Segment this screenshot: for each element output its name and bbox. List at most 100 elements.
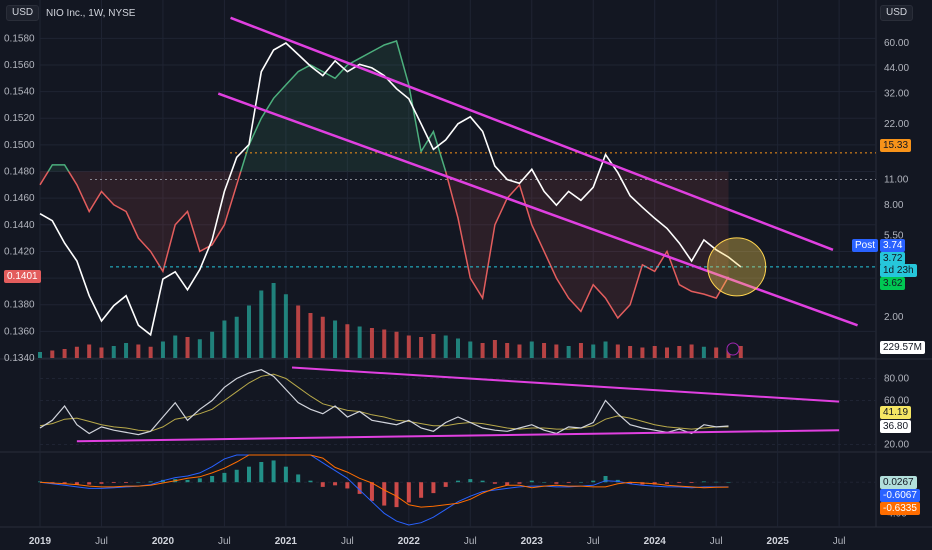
volume-bar xyxy=(62,349,67,358)
macd-histogram-bar xyxy=(542,482,547,483)
right-axis-tick: 22.00 xyxy=(884,119,909,130)
macd-histogram-bar xyxy=(406,482,411,503)
rsi-axis-tick: 80.00 xyxy=(884,374,909,385)
low-tag: 3.62 xyxy=(880,277,906,290)
macd-histogram-bar xyxy=(136,482,141,483)
currency-right-button[interactable]: USD xyxy=(880,5,914,21)
left-axis-tick: 0.1500 xyxy=(4,140,35,151)
rsi-upper-trendline xyxy=(291,366,840,403)
volume-bar xyxy=(247,305,251,358)
volume-bar xyxy=(554,344,559,358)
volume-bar xyxy=(222,320,227,358)
post-label: Post xyxy=(852,239,879,252)
currency-left-button[interactable]: USD xyxy=(6,5,40,21)
time-tick-label: Jul xyxy=(464,536,477,547)
macd-histogram-bar xyxy=(665,482,669,484)
volume-bar xyxy=(689,344,694,358)
macd-histogram-bar xyxy=(38,481,42,483)
macd-histogram-bar xyxy=(333,482,338,486)
volume-bar xyxy=(431,334,436,358)
macd-histogram-bar xyxy=(726,481,731,483)
right-axis-tick: 11.00 xyxy=(884,175,909,186)
volume-bar xyxy=(111,346,116,358)
macd-histogram-bar xyxy=(492,482,497,484)
macd-histogram-bar xyxy=(111,482,116,483)
volume-bar xyxy=(160,341,165,358)
macd-histogram-bar xyxy=(247,466,251,483)
macd-histogram-bar xyxy=(603,476,608,483)
right-axis-tick: 32.00 xyxy=(884,89,909,100)
macd-histogram-bar xyxy=(505,482,510,486)
time-tick-label: Jul xyxy=(710,536,723,547)
volume-bar xyxy=(87,344,92,358)
volume-bar xyxy=(640,347,645,358)
ratio-area-up xyxy=(40,41,729,172)
right-axis-tick: 2.00 xyxy=(884,312,904,323)
volume-bar xyxy=(382,329,387,358)
macd-histogram-bar xyxy=(701,481,706,483)
volume-bar xyxy=(283,294,288,358)
volume-bar xyxy=(406,335,411,358)
macd-histogram-bar xyxy=(74,482,79,485)
volume-bar xyxy=(271,283,276,358)
volume-bar xyxy=(173,335,178,358)
volume-bar xyxy=(50,350,55,358)
ratio-line-down xyxy=(39,171,730,320)
volume-bar xyxy=(357,326,362,358)
rsi-axis-tick: 60.00 xyxy=(884,396,909,407)
volume-bar xyxy=(505,343,510,358)
volume-bar xyxy=(591,344,596,358)
macd-histogram-bar xyxy=(394,482,399,508)
time-tick-label: 2024 xyxy=(644,536,667,547)
macd-hist-tag: 0.0267 xyxy=(880,476,917,489)
time-tick-label: Jul xyxy=(95,536,108,547)
right-axis-tick: 44.00 xyxy=(884,63,909,74)
left-axis-tick: 0.1540 xyxy=(4,87,35,98)
volume-bar xyxy=(136,344,141,358)
left-axis-tick: 0.1380 xyxy=(4,300,35,311)
highlight-circle xyxy=(707,237,767,297)
volume-tag: 229.57M xyxy=(880,341,925,354)
right-axis-tick: 60.00 xyxy=(884,38,909,49)
macd-histogram-bar xyxy=(628,482,633,484)
macd-histogram-bar xyxy=(320,482,325,487)
nio-price-line xyxy=(39,42,742,337)
volume-bar xyxy=(394,331,399,358)
volume-bar xyxy=(259,290,264,358)
macd-histogram-bar xyxy=(554,482,559,484)
time-tick-label: 2021 xyxy=(275,536,298,547)
volume-bar xyxy=(419,337,424,358)
rsi-signal-line xyxy=(39,373,729,432)
macd-histogram-bar xyxy=(271,460,276,483)
volume-bar xyxy=(468,341,473,358)
ratio-area-down xyxy=(40,171,729,318)
volume-bar xyxy=(603,341,608,358)
channel-lower-line xyxy=(217,92,858,327)
time-tick-label: 2019 xyxy=(29,536,52,547)
macd-histogram-bar xyxy=(148,481,153,483)
macd-histogram-bar xyxy=(259,462,264,483)
left-axis-tick: 0.1580 xyxy=(4,33,35,44)
volume-bar xyxy=(542,343,547,358)
volume-bar xyxy=(197,339,202,358)
time-tick-label: Jul xyxy=(833,536,846,547)
macd-histogram-bar xyxy=(308,480,313,483)
volume-bar xyxy=(320,316,325,358)
macd-histogram-bar xyxy=(124,482,129,483)
left-axis-tick: 0.1340 xyxy=(4,353,35,364)
macd-histogram-bar xyxy=(714,481,719,483)
volume-bar xyxy=(665,347,669,358)
left-axis-tick: 0.1440 xyxy=(4,220,35,231)
volume-bar xyxy=(185,337,190,358)
volume-bar xyxy=(38,352,42,358)
time-tick-label: Jul xyxy=(218,536,231,547)
macd-histogram-bar xyxy=(468,479,473,483)
volume-bar xyxy=(456,338,460,358)
rsi-value-tag: 41.19 xyxy=(880,406,912,419)
volume-bar xyxy=(74,346,79,358)
volume-bar xyxy=(714,347,719,358)
volume-bar xyxy=(99,347,104,358)
right-axis-tick: 8.00 xyxy=(884,200,904,211)
